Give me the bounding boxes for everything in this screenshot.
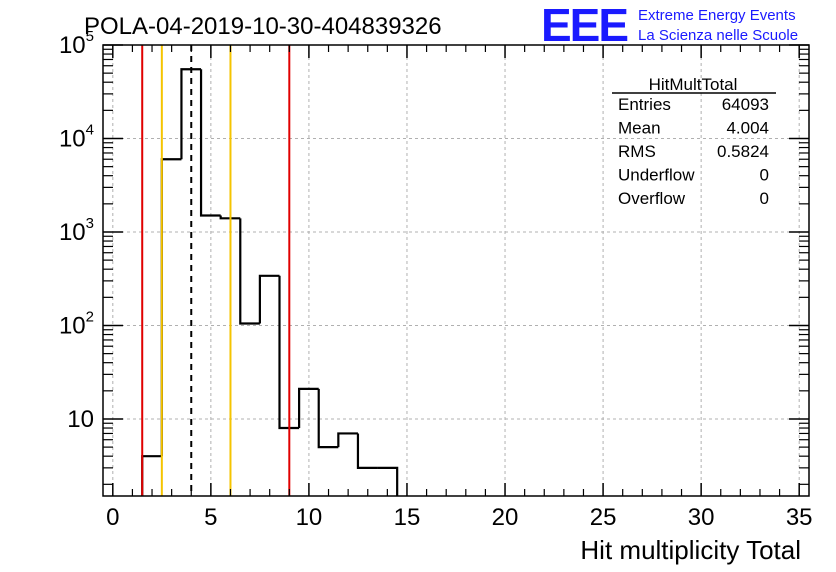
stats-title: HitMultTotal — [649, 75, 738, 94]
logo-line1: Extreme Energy Events — [638, 7, 796, 24]
histogram-bars — [141, 68, 399, 496]
stats-label: Underflow — [618, 166, 695, 185]
x-tick-label: 0 — [106, 504, 119, 531]
stats-label: RMS — [618, 142, 656, 161]
x-tick-label: 10 — [296, 504, 323, 531]
stats-value: 0 — [760, 189, 769, 208]
y-tick-exponent: 5 — [86, 28, 94, 45]
marker-lines — [141, 45, 291, 496]
x-tick-label: 5 — [204, 504, 217, 531]
stats-value: 64093 — [722, 95, 769, 114]
stats-value: 0.5824 — [717, 142, 769, 161]
stats-label: Overflow — [618, 189, 686, 208]
y-tick-label: 10 — [67, 406, 94, 433]
histogram-bin — [180, 68, 202, 160]
stats-value: 0 — [760, 166, 769, 185]
plot-frame — [102, 44, 810, 497]
y-tick-exponent: 2 — [86, 308, 94, 325]
x-axis-title: Hit multiplicity Total — [580, 535, 801, 565]
logo-mark: EEE — [541, 0, 627, 51]
stats-label: Entries — [618, 95, 671, 114]
y-tick-exponent: 4 — [86, 121, 94, 138]
stats-rows: Entries 64093 Mean 4.004 RMS 0.5824 Underflow 0… — [618, 95, 769, 208]
chart-title: POLA-04-2019-10-30-404839326 — [84, 13, 442, 40]
histogram-bin — [239, 218, 260, 325]
stats-label: Mean — [618, 119, 661, 138]
histogram-bin — [337, 432, 358, 448]
x-tick-label: 25 — [590, 504, 617, 531]
histogram-bin — [356, 433, 378, 469]
x-tick-label: 15 — [394, 504, 421, 531]
x-tick-label: 30 — [688, 504, 715, 531]
stats-box: HitMultTotal Entries 64093 Mean 4.004 RMS 0.5… — [612, 75, 776, 208]
x-tick-label: 20 — [492, 504, 519, 531]
eee-logo: EEE Extreme Energy Events La Scienza nel… — [541, 0, 798, 51]
y-tick-label: 104 — [59, 121, 94, 152]
logo-line2: La Scienza nelle Scuole — [638, 27, 798, 44]
stats-value: 4.004 — [726, 119, 769, 138]
histogram-bin — [199, 69, 221, 217]
histogram-bin — [278, 275, 300, 430]
y-tick-exponent: 3 — [86, 215, 94, 232]
y-tick-label: 105 — [59, 28, 94, 59]
histogram-bin — [298, 387, 319, 429]
histogram-bin — [258, 274, 280, 324]
x-tick-label: 35 — [786, 504, 813, 531]
axis-ticks — [103, 44, 809, 496]
y-tick-label: 102 — [59, 308, 94, 339]
y-tick-labels: 10 102 103 104 105 — [59, 28, 94, 433]
y-tick-label: 103 — [59, 215, 94, 246]
histogram-bin — [219, 215, 241, 220]
x-tick-labels: 0 5 10 15 20 25 30 35 — [106, 504, 812, 531]
histogram-bin — [317, 388, 339, 449]
histogram-bin — [160, 158, 182, 457]
grid — [103, 44, 809, 496]
histogram-bin — [377, 466, 399, 496]
